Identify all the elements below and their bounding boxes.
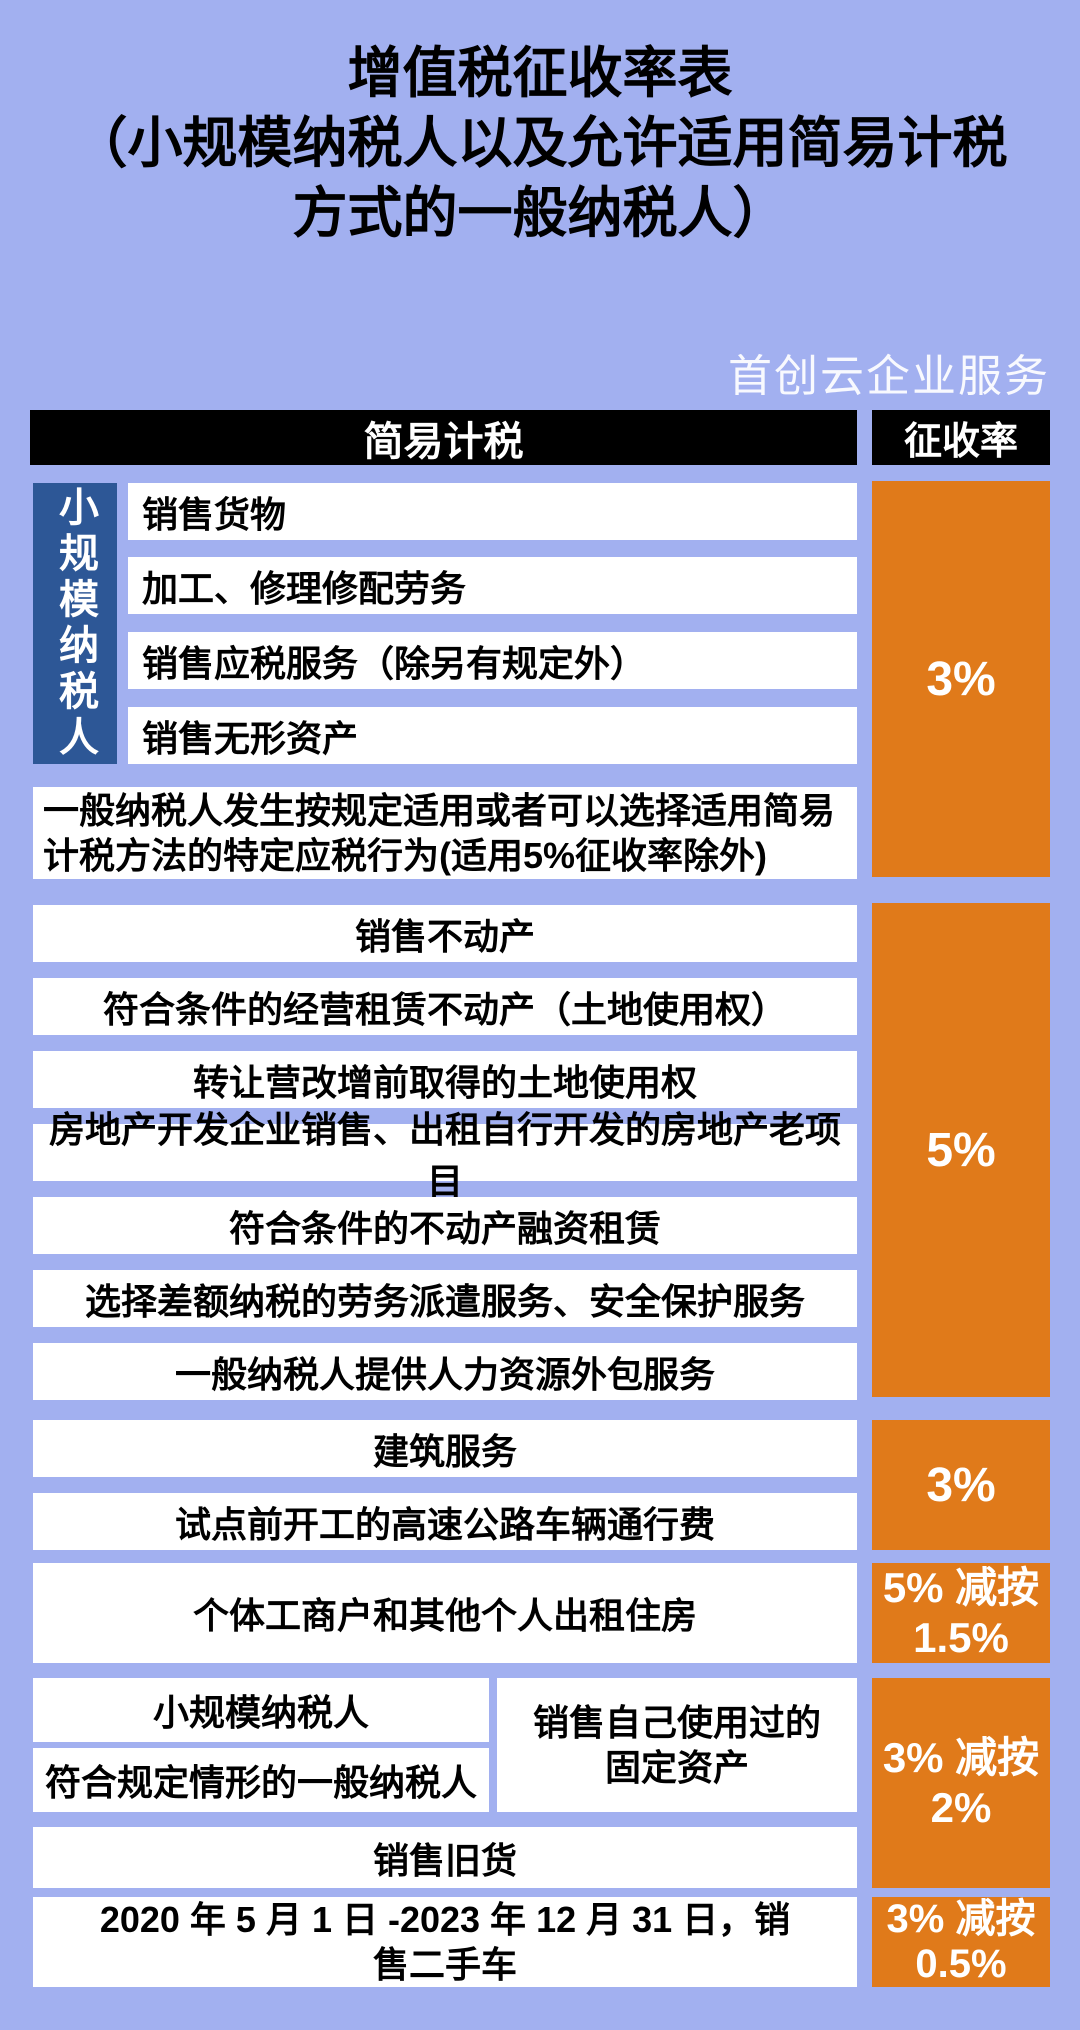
page-title: 增值税征收率表 （小规模纳税人以及允许适用简易计税 方式的一般纳税人） — [0, 38, 1080, 248]
table-row: 房地产开发企业销售、出租自行开发的房地产老项目 — [33, 1109, 857, 1202]
table-row: 符合条件的不动产融资租赁 — [33, 1197, 857, 1254]
table-row: 选择差额纳税的劳务派遣服务、安全保护服务 — [33, 1270, 857, 1327]
table-row: 符合规定情形的一般纳税人 — [33, 1748, 489, 1812]
table-row: 转让营改增前取得的土地使用权 — [33, 1051, 857, 1108]
table-row: 加工、修理修配劳务 — [128, 557, 857, 614]
table-row: 销售货物 — [128, 483, 857, 540]
column-header-levy-rate: 征收率 — [872, 410, 1050, 465]
table-row: 符合条件的经营租赁不动产（土地使用权） — [33, 978, 857, 1035]
table-row: 一般纳税人发生按规定适用或者可以选择适用简易计税方法的特定应税行为(适用5%征收… — [33, 787, 857, 879]
title-line-3: 方式的一般纳税人） — [292, 182, 788, 244]
small-scale-taxpayer-group-label: 小规模纳税人 — [33, 483, 117, 764]
rate-cell-3pct-reduced-2pct: 3% 减按 2% — [872, 1678, 1050, 1888]
title-line-1: 增值税征收率表 — [347, 42, 733, 104]
rate-line-2: 1.5% — [913, 1614, 1009, 1661]
tax-rate-table: 简易计税 征收率 3% 小规模纳税人 销售货物 加工、修理修配劳务 销售应税服务… — [30, 410, 1050, 1990]
table-row: 销售自己使用过的固定资产 — [497, 1678, 857, 1812]
table-row: 个体工商户和其他个人出租住房 — [33, 1563, 857, 1663]
column-header-simple-tax: 简易计税 — [30, 410, 857, 465]
table-row: 试点前开工的高速公路车辆通行费 — [33, 1493, 857, 1550]
rate-line-1: 3% 减按 — [886, 1897, 1036, 1941]
table-row: 建筑服务 — [33, 1420, 857, 1477]
rate-cell-5pct-reduced-1-5pct: 5% 减按 1.5% — [872, 1563, 1050, 1663]
table-row: 销售应税服务（除另有规定外） — [128, 632, 857, 689]
table-row: 一般纳税人提供人力资源外包服务 — [33, 1343, 857, 1400]
rate-line-2: 0.5% — [915, 1942, 1007, 1986]
table-row: 小规模纳税人 — [33, 1678, 489, 1742]
rate-cell-5pct: 5% — [872, 903, 1050, 1397]
title-line-2: （小规模纳税人以及允许适用简易计税 — [72, 112, 1008, 174]
table-row: 销售旧货 — [33, 1827, 857, 1888]
table-row: 2020 年 5 月 1 日 -2023 年 12 月 31 日，销售二手车 — [33, 1897, 857, 1987]
watermark-text: 首创云企业服务 — [728, 352, 1050, 401]
table-row: 销售无形资产 — [128, 707, 857, 764]
rate-cell-3pct: 3% — [872, 1420, 1050, 1550]
rate-line-1: 5% 减按 — [882, 1564, 1040, 1611]
rate-line-2: 2% — [930, 1784, 992, 1831]
rate-cell-3pct: 3% — [872, 481, 1050, 877]
rate-line-1: 3% 减按 — [882, 1734, 1040, 1781]
rate-cell-3pct-reduced-0-5pct: 3% 减按 0.5% — [872, 1897, 1050, 1987]
table-row: 销售不动产 — [33, 905, 857, 962]
